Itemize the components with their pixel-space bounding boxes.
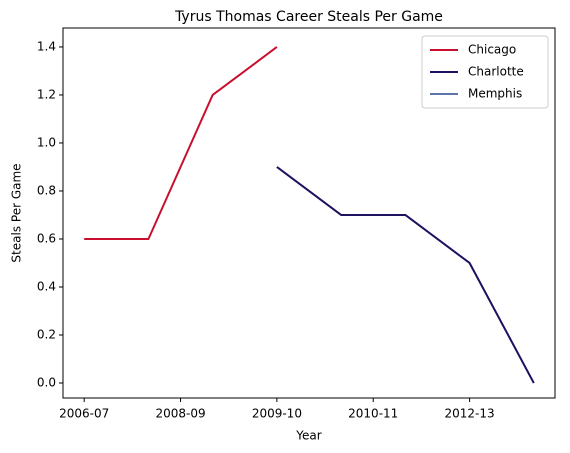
- x-tick-label: 2009-10: [252, 407, 302, 421]
- y-tick-label: 0.6: [37, 231, 56, 245]
- legend-label: Memphis: [468, 87, 522, 101]
- series-line: [276, 166, 535, 384]
- chart-title: Tyrus Thomas Career Steals Per Game: [174, 9, 443, 25]
- y-tick-label: 0.0: [37, 375, 56, 389]
- plot-frame: [62, 27, 556, 399]
- y-tick-label: 0.4: [37, 279, 56, 293]
- legend-label: Charlotte: [468, 65, 524, 79]
- y-tick-label: 0.8: [37, 183, 56, 197]
- y-tick-label: 1.2: [37, 87, 56, 101]
- series-line: [84, 46, 278, 240]
- x-tick-label: 2006-07: [59, 407, 109, 421]
- legend-box: [421, 35, 549, 109]
- x-axis-label: Year: [295, 429, 321, 443]
- y-tick-label: 0.2: [37, 327, 56, 341]
- y-tick-label: 1.4: [37, 39, 56, 53]
- y-tick-label: 1.0: [37, 135, 56, 149]
- x-tick-label: 2012-13: [445, 407, 495, 421]
- x-tick-label: 2008-09: [155, 407, 205, 421]
- legend-label: Chicago: [468, 43, 516, 57]
- y-axis-label: Steals Per Game: [10, 163, 24, 262]
- x-tick-label: 2010-11: [348, 407, 398, 421]
